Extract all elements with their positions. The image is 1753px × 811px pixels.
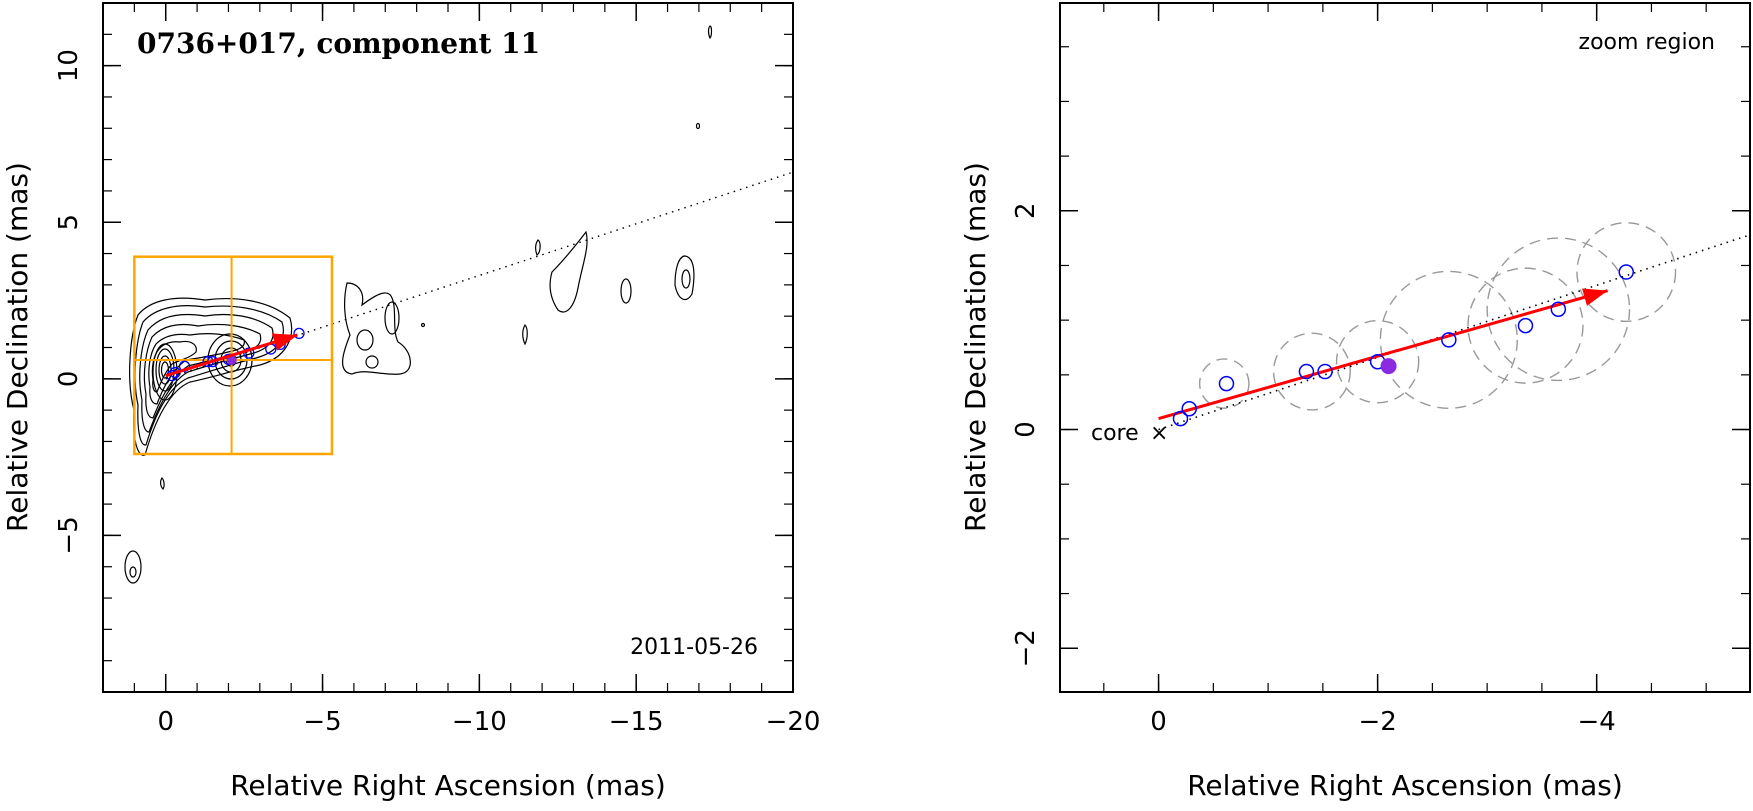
current-component-point — [1380, 358, 1397, 375]
contour-map — [124, 25, 713, 584]
left-ticks: 0 −5 −10 −15 −20 10 5 0 −5 — [54, 2, 821, 737]
x-tick-label: −10 — [452, 707, 507, 737]
y-tick-label: −2 — [1011, 629, 1041, 667]
motion-arrow — [1158, 289, 1609, 421]
component-size-circle — [1486, 237, 1631, 382]
component-point — [1218, 375, 1235, 392]
component-point — [1517, 317, 1534, 334]
component-point — [1441, 332, 1457, 348]
component-point — [1298, 363, 1315, 380]
component-point — [1317, 363, 1333, 380]
left-dynamic — [133, 171, 793, 456]
core-label: core — [1091, 421, 1139, 446]
right-x-axis-label: Relative Right Ascension (mas) — [1187, 769, 1623, 802]
component-size-circle — [1379, 270, 1518, 409]
y-tick-label: 10 — [54, 49, 84, 82]
component-point — [293, 327, 305, 340]
right-panel: 0 −2 −4 2 0 −2 zoom region core × Relative Ri… — [959, 2, 1751, 802]
right-title: zoom region — [1579, 30, 1715, 55]
x-tick-label: −15 — [609, 707, 664, 737]
right-dynamic — [1158, 222, 1750, 431]
zoom-box — [133, 255, 334, 456]
x-tick-label: 0 — [1150, 707, 1167, 737]
left-title: 0736+017, component 11 — [137, 27, 540, 60]
motion-arrow-head — [271, 333, 298, 351]
component-size-circle — [1272, 332, 1351, 411]
core-contours — [129, 297, 293, 456]
y-tick-label: −5 — [54, 516, 84, 554]
left-date-label: 2011-05-26 — [630, 635, 758, 660]
jet-contours — [124, 25, 713, 584]
component-size-circle — [1198, 358, 1250, 409]
x-tick-label: −4 — [1578, 707, 1616, 737]
component-point — [1550, 301, 1567, 317]
direction-line — [1158, 234, 1750, 431]
y-tick-label: 0 — [1011, 421, 1041, 438]
right-plot-frame — [1059, 2, 1751, 693]
component-point — [243, 347, 255, 359]
component-size-circle — [1335, 319, 1420, 404]
component-point — [1181, 400, 1197, 417]
x-tick-label: −2 — [1358, 707, 1396, 737]
y-tick-label: 5 — [54, 214, 84, 231]
left-plot-frame — [102, 2, 794, 693]
y-tick-label: 0 — [54, 371, 84, 388]
left-panel: 0 −5 −10 −15 −20 10 5 0 −5 0736+017, component 1… — [1, 2, 821, 802]
y-tick-label: 2 — [1011, 203, 1041, 220]
component-size-circle — [1467, 267, 1584, 384]
x-tick-label: −5 — [303, 707, 341, 737]
component-point — [1172, 410, 1189, 427]
x-tick-label: −20 — [766, 707, 821, 737]
component-size-circle — [1576, 222, 1677, 323]
left-x-axis-label: Relative Right Ascension (mas) — [230, 769, 666, 802]
motion-arrow-head — [1582, 288, 1608, 306]
component-point — [1618, 264, 1634, 280]
left-y-axis-label: Relative Declination (mas) — [1, 162, 34, 532]
x-tick-label: 0 — [157, 707, 174, 737]
core-marker: × — [1150, 421, 1168, 446]
right-ticks: 0 −2 −4 2 0 −2 — [1011, 3, 1750, 737]
right-y-axis-label: Relative Declination (mas) — [959, 162, 992, 532]
